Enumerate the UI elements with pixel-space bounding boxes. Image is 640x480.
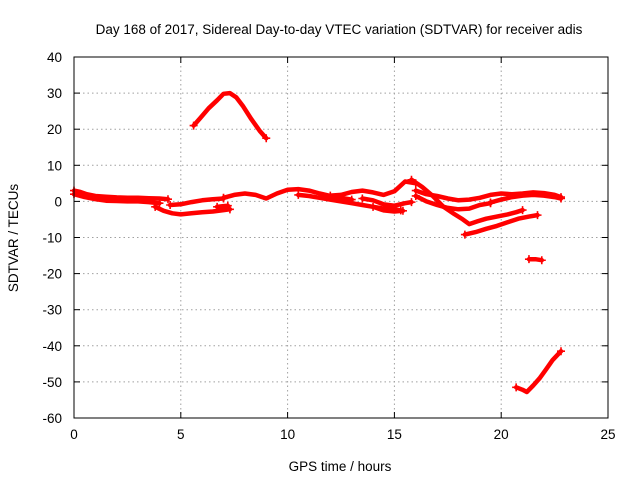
- x-tick-label: 15: [387, 427, 402, 442]
- series-endpoint-marker: [155, 199, 164, 208]
- series-arc-main-1: [71, 188, 171, 202]
- series-endpoint-marker: [369, 202, 378, 211]
- x-tick-label: 25: [600, 427, 615, 442]
- series-arc-late-1: [413, 188, 564, 203]
- series-endpoint-marker: [407, 175, 416, 184]
- series-endpoint-marker: [163, 195, 172, 204]
- x-tick-label: 20: [494, 427, 509, 442]
- series-endpoint-marker: [166, 201, 175, 210]
- series-endpoint-marker: [518, 206, 527, 215]
- series-arc-late-4: [462, 212, 540, 237]
- series-endpoint-marker: [219, 193, 228, 202]
- series-endpoint-marker: [524, 255, 533, 264]
- series-endpoint-marker: [533, 211, 542, 220]
- series-arc-deep: [513, 348, 564, 395]
- x-tick-label: 10: [280, 427, 295, 442]
- series-endpoint-marker: [486, 198, 495, 207]
- series-endpoint-marker: [358, 194, 367, 203]
- series-endpoint-marker: [398, 206, 407, 215]
- series-endpoint-marker: [262, 134, 271, 143]
- y-tick-label: 20: [47, 122, 62, 137]
- series-endpoint-marker: [223, 201, 232, 210]
- series-endpoint-marker: [411, 191, 420, 200]
- series-arc-late-3: [413, 193, 493, 212]
- x-tick-label: 5: [177, 427, 185, 442]
- series-arc-mid-5: [370, 204, 406, 214]
- y-axis-label: SDTVAR / TECUs: [6, 184, 21, 293]
- series-endpoint-marker: [294, 190, 303, 199]
- y-tick-label: -30: [42, 303, 62, 318]
- series-endpoint-marker: [460, 230, 469, 239]
- series-endpoint-marker: [407, 198, 416, 207]
- axis-ticks: 0 5 10 15 20 25 -60 -50 -40 -30 -20 -10 0 10 20 30 40: [42, 50, 615, 442]
- series-endpoint-marker: [557, 194, 566, 203]
- x-tick-label: 0: [70, 427, 78, 442]
- series-arc-dip-1: [152, 204, 233, 217]
- series-endpoint-marker: [151, 202, 160, 211]
- series-arc-mid-4: [360, 196, 414, 208]
- y-tick-label: 40: [47, 50, 62, 65]
- y-tick-label: -50: [42, 375, 62, 390]
- series-endpoint-marker: [326, 191, 335, 200]
- series-endpoint-marker: [537, 256, 546, 265]
- series-endpoint-marker: [189, 121, 198, 130]
- chart-title: Day 168 of 2017, Sidereal Day-to-day VTE…: [96, 22, 583, 37]
- series-arc-peak: [191, 90, 269, 141]
- y-tick-label: 30: [47, 86, 62, 101]
- y-tick-label: -20: [42, 267, 62, 282]
- series-arc-dip-2: [167, 196, 226, 208]
- series-arc-late-5: [488, 192, 564, 205]
- series-arc-mid-3: [328, 179, 419, 198]
- grid: [74, 57, 608, 418]
- series-endpoint-marker: [512, 383, 521, 392]
- series-endpoint-marker: [557, 347, 566, 356]
- series-endpoint-marker: [213, 202, 222, 211]
- series-arc-late-2: [409, 177, 525, 227]
- y-tick-label: 0: [54, 194, 62, 209]
- series-arc-main-2: [71, 191, 162, 206]
- y-tick-label: 10: [47, 158, 62, 173]
- y-tick-label: -10: [42, 231, 62, 246]
- y-tick-label: -40: [42, 339, 62, 354]
- data-series: [70, 90, 566, 395]
- x-axis-label: GPS time / hours: [289, 459, 392, 474]
- y-tick-label: -60: [42, 411, 62, 426]
